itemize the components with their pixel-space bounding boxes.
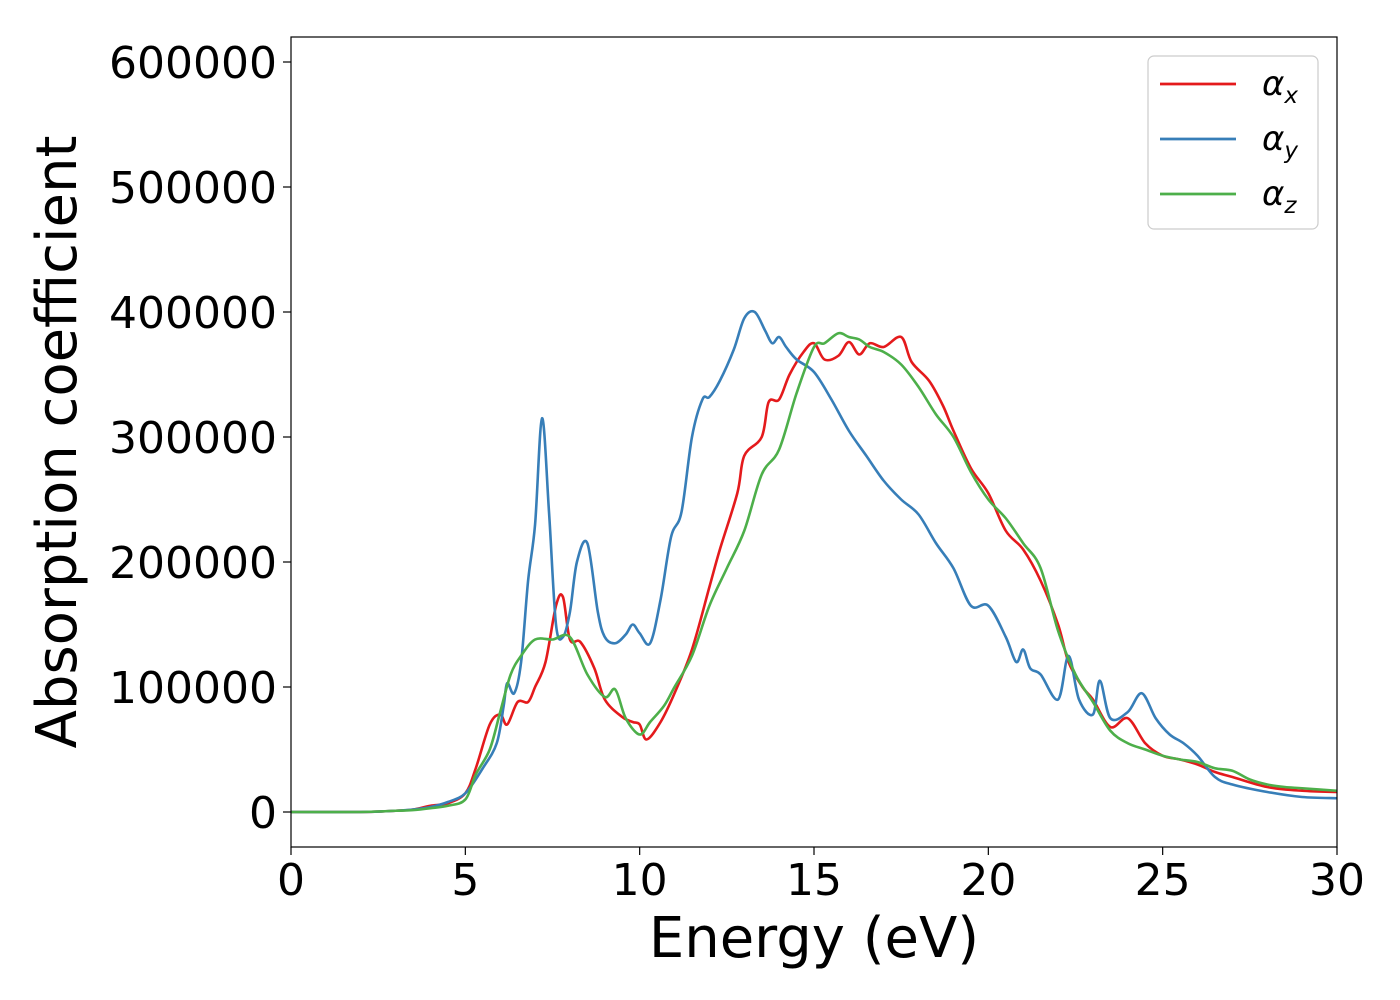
x-axis-label: Energy (eV) (649, 906, 979, 971)
series-line-z (291, 331, 1337, 814)
y-tick-label: 500000 (109, 163, 277, 214)
y-tick-label: 0 (249, 788, 277, 839)
x-tick-label: 15 (786, 855, 842, 906)
y-tick-label: 300000 (109, 413, 277, 464)
y-tick-label: 200000 (109, 538, 277, 589)
y-axis-label: Absorption coefficient (25, 136, 90, 749)
legend: αx αy αz (1147, 55, 1319, 230)
legend-label-z: αz (1262, 174, 1297, 219)
x-tick-label: 5 (451, 855, 479, 906)
x-tick-label: 30 (1309, 855, 1365, 906)
legend-box (1147, 55, 1319, 230)
series-layer (291, 309, 1337, 814)
legend-label-x: αx (1262, 64, 1298, 109)
x-tick-label: 10 (612, 855, 668, 906)
series-line-y (291, 309, 1337, 814)
legend-label-y: αy (1262, 119, 1298, 164)
y-tick-label: 600000 (109, 38, 277, 89)
x-tick-label: 20 (960, 855, 1016, 906)
x-axis: 0 5 10 15 20 25 30 (277, 847, 1365, 906)
y-axis: 0 100000 200000 300000 400000 500000 600000 (109, 38, 291, 839)
x-tick-label: 25 (1135, 855, 1191, 906)
x-tick-label: 0 (277, 855, 305, 906)
y-tick-label: 400000 (109, 288, 277, 339)
y-tick-label: 100000 (109, 663, 277, 714)
